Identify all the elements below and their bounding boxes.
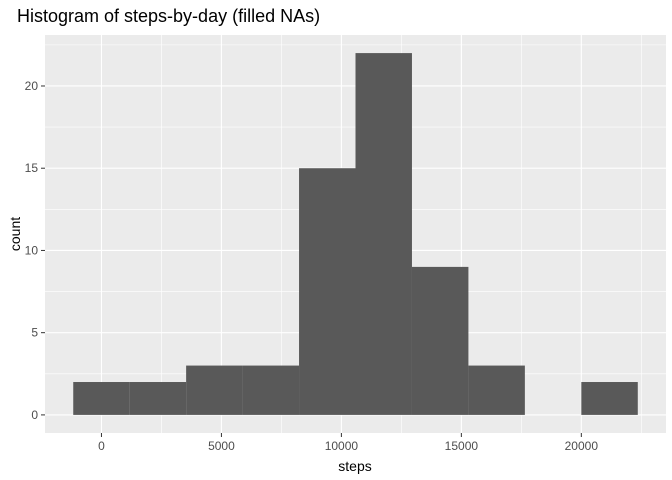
histogram-bar xyxy=(242,365,300,415)
histogram-bar xyxy=(186,365,243,415)
y-tick-label: 5 xyxy=(31,326,38,340)
histogram-bar xyxy=(73,382,130,415)
y-axis-label: count xyxy=(7,217,23,251)
x-tick-label: 15000 xyxy=(445,439,479,453)
histogram-bar xyxy=(581,382,638,415)
histogram-bar xyxy=(411,266,469,415)
histogram-bars xyxy=(73,53,638,415)
x-axis-label: steps xyxy=(338,458,371,474)
x-tick-label: 10000 xyxy=(325,439,359,453)
y-axis-ticks: 0 5 10 15 20 xyxy=(25,79,45,422)
y-tick-label: 20 xyxy=(25,79,39,93)
y-tick-label: 0 xyxy=(31,408,38,422)
x-tick-label: 5000 xyxy=(208,439,235,453)
histogram-bar xyxy=(129,382,187,415)
histogram-bar xyxy=(468,365,525,415)
histogram-bar xyxy=(355,53,412,415)
x-axis-ticks: 0 5000 10000 15000 20000 xyxy=(98,433,598,453)
y-tick-label: 10 xyxy=(25,243,39,257)
x-tick-label: 0 xyxy=(98,439,105,453)
histogram-bar xyxy=(299,168,356,415)
y-tick-label: 15 xyxy=(25,161,39,175)
x-tick-label: 20000 xyxy=(565,439,599,453)
chart-title: Histogram of steps-by-day (filled NAs) xyxy=(17,6,320,26)
